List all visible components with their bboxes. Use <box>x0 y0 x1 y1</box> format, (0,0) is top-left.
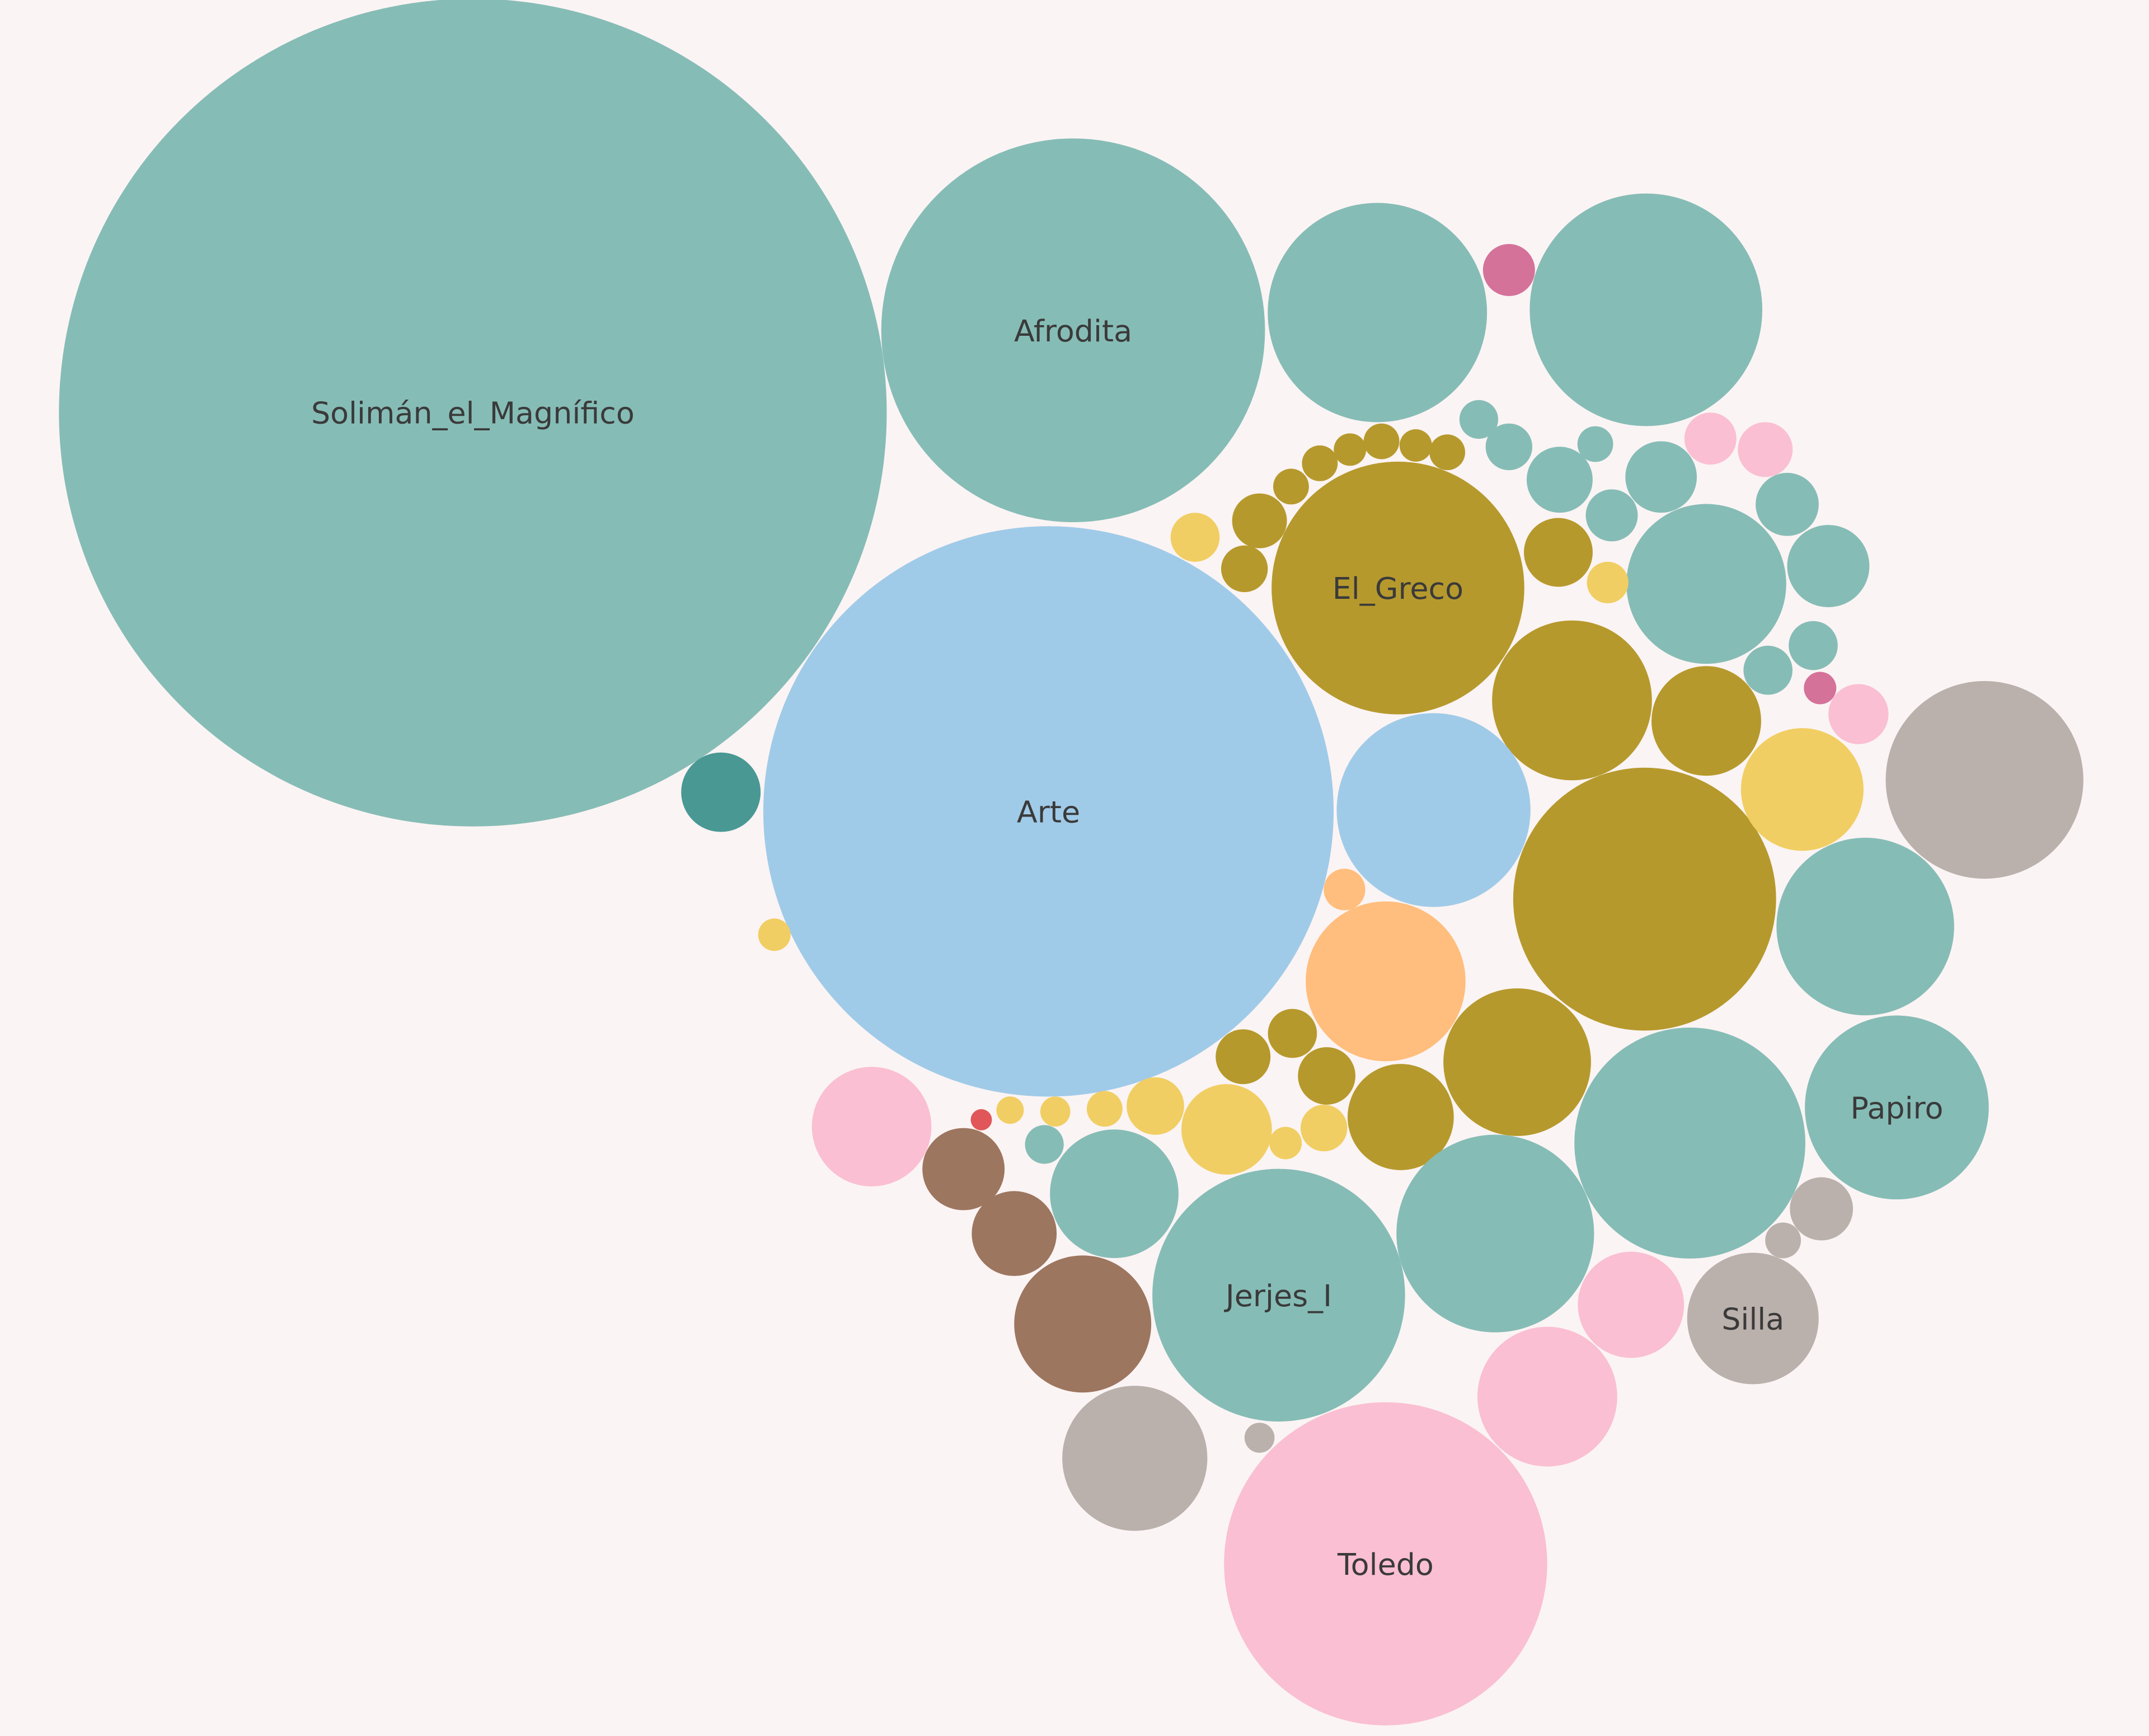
bubble-label: Arte <box>1017 794 1080 829</box>
bubble <box>1492 620 1652 781</box>
bubble <box>1804 672 1837 705</box>
bubble <box>1513 767 1776 1031</box>
bubble <box>1756 472 1819 536</box>
bubble <box>1459 400 1499 439</box>
bubble <box>1805 1015 1989 1200</box>
bubble <box>1348 1064 1454 1170</box>
bubble <box>1429 434 1466 471</box>
bubble <box>1743 645 1793 695</box>
bubble <box>1221 545 1268 593</box>
bubble-label: Toledo <box>1337 1547 1434 1582</box>
bubble-label: Solimán_el_Magnífico <box>311 396 635 431</box>
bubble <box>1482 244 1535 296</box>
bubble-label: Afrodita <box>1014 313 1132 349</box>
bubble-label: Silla <box>1721 1302 1784 1337</box>
bubble <box>811 1067 932 1186</box>
bubble <box>1062 1386 1208 1531</box>
bubble <box>1577 426 1613 462</box>
bubble <box>996 1096 1024 1124</box>
bubble <box>1269 1127 1302 1160</box>
bubble <box>1232 493 1287 548</box>
bubble <box>1684 412 1737 465</box>
bubble <box>1885 681 2084 879</box>
bubble <box>1170 513 1220 562</box>
bubble <box>1651 666 1761 776</box>
bubble <box>1765 1222 1801 1259</box>
bubble <box>1585 489 1638 542</box>
bubble-label: Jerjes_I <box>1224 1278 1332 1313</box>
bubble-label: El_Greco <box>1332 571 1463 606</box>
bubble <box>1529 193 1763 426</box>
bubble <box>1399 429 1432 462</box>
bubble <box>1626 504 1786 664</box>
bubble <box>1574 1027 1805 1259</box>
bubble <box>59 0 887 827</box>
bubble <box>1396 1134 1594 1333</box>
bubble <box>1687 1252 1819 1385</box>
bubble <box>1040 1096 1071 1127</box>
bubble <box>1363 423 1400 459</box>
bubble <box>1578 1251 1685 1358</box>
bubble <box>1587 561 1629 604</box>
bubble <box>1301 1104 1348 1152</box>
bubble <box>1485 423 1533 471</box>
bubble <box>972 1191 1057 1277</box>
bubble <box>1271 461 1524 715</box>
bubble <box>681 752 761 832</box>
bubble <box>1324 869 1366 911</box>
bubble <box>1302 445 1338 481</box>
bubble <box>1050 1129 1179 1258</box>
bubble <box>1790 1177 1854 1241</box>
bubble <box>1181 1084 1272 1175</box>
bubble <box>1152 1169 1405 1422</box>
bubble <box>922 1128 1005 1210</box>
bubble <box>970 1109 992 1130</box>
bubble <box>1740 728 1864 851</box>
bubble <box>1244 1423 1275 1453</box>
bubble <box>1224 1402 1547 1726</box>
bubble <box>1526 447 1593 513</box>
bubble <box>1625 441 1697 513</box>
bubble <box>1443 988 1591 1136</box>
bubble <box>1268 203 1488 423</box>
bubble <box>1306 901 1466 1062</box>
bubble <box>1477 1326 1617 1467</box>
bubble <box>1776 837 1954 1016</box>
bubble <box>758 918 791 951</box>
bubble <box>1334 433 1367 466</box>
bubble <box>1789 621 1838 670</box>
bubble <box>1738 422 1793 477</box>
bubble <box>1127 1077 1184 1135</box>
bubble <box>1336 713 1531 907</box>
bubble <box>1216 1029 1271 1085</box>
bubble <box>1025 1125 1064 1164</box>
bubble <box>1268 1008 1317 1058</box>
bubble <box>1086 1091 1123 1127</box>
bubble <box>1298 1047 1355 1105</box>
bubble <box>1273 468 1309 505</box>
bubble-label: Papiro <box>1850 1090 1943 1125</box>
bubble <box>1524 518 1593 587</box>
bubble <box>1014 1255 1152 1393</box>
bubble <box>1828 684 1889 744</box>
bubble <box>881 138 1265 523</box>
bubble <box>763 526 1334 1097</box>
bubble <box>1787 525 1870 607</box>
